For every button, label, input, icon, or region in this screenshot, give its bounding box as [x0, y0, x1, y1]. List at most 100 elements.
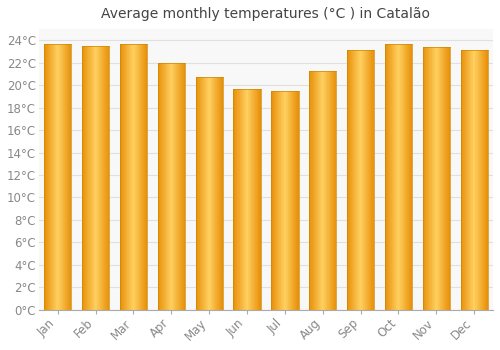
Bar: [442, 47, 443, 310]
Bar: [291, 91, 292, 310]
Bar: [205, 77, 206, 310]
Bar: [101, 46, 102, 310]
Bar: [472, 50, 473, 310]
Bar: [446, 47, 447, 310]
Bar: [293, 91, 294, 310]
Bar: [68, 44, 70, 310]
Bar: [161, 63, 162, 310]
Bar: [158, 63, 159, 310]
Bar: [251, 89, 252, 310]
Bar: [372, 50, 373, 310]
Bar: [289, 91, 290, 310]
Bar: [121, 44, 122, 310]
Title: Average monthly temperatures (°C ) in Catalão: Average monthly temperatures (°C ) in Ca…: [102, 7, 430, 21]
Bar: [206, 77, 207, 310]
Bar: [84, 46, 86, 310]
Bar: [93, 46, 94, 310]
Bar: [208, 77, 209, 310]
Bar: [447, 47, 448, 310]
Bar: [162, 63, 163, 310]
Bar: [351, 50, 352, 310]
Bar: [468, 50, 469, 310]
Bar: [422, 47, 424, 310]
Bar: [53, 44, 54, 310]
Bar: [476, 50, 477, 310]
Bar: [329, 71, 330, 310]
Bar: [400, 44, 401, 310]
Bar: [97, 46, 98, 310]
Bar: [278, 91, 280, 310]
Bar: [253, 89, 254, 310]
Bar: [59, 44, 60, 310]
Bar: [276, 91, 278, 310]
Bar: [406, 44, 408, 310]
Bar: [255, 89, 256, 310]
Bar: [168, 63, 170, 310]
Bar: [201, 77, 202, 310]
Bar: [216, 77, 218, 310]
Bar: [222, 77, 223, 310]
Bar: [247, 89, 248, 310]
Bar: [350, 50, 351, 310]
Bar: [54, 44, 55, 310]
Bar: [309, 71, 310, 310]
Bar: [96, 46, 97, 310]
Bar: [392, 44, 393, 310]
Bar: [88, 46, 89, 310]
Bar: [63, 44, 64, 310]
Bar: [245, 89, 246, 310]
Bar: [477, 50, 478, 310]
Bar: [403, 44, 404, 310]
Bar: [481, 50, 482, 310]
Bar: [56, 44, 57, 310]
Bar: [82, 46, 84, 310]
Bar: [197, 77, 198, 310]
Bar: [159, 63, 160, 310]
Bar: [137, 44, 138, 310]
Bar: [174, 63, 176, 310]
Bar: [58, 44, 59, 310]
Bar: [404, 44, 405, 310]
Bar: [466, 50, 468, 310]
Bar: [202, 77, 203, 310]
Bar: [288, 91, 289, 310]
Bar: [312, 71, 313, 310]
Bar: [135, 44, 136, 310]
Bar: [240, 89, 241, 310]
Bar: [486, 50, 487, 310]
Bar: [62, 44, 63, 310]
Bar: [170, 63, 172, 310]
Bar: [55, 44, 56, 310]
Bar: [292, 91, 293, 310]
Bar: [485, 50, 486, 310]
Bar: [64, 44, 66, 310]
Bar: [431, 47, 432, 310]
Bar: [210, 77, 211, 310]
Bar: [387, 44, 388, 310]
Bar: [461, 50, 462, 310]
Bar: [246, 89, 247, 310]
Bar: [90, 46, 91, 310]
Bar: [48, 44, 49, 310]
Bar: [386, 44, 387, 310]
Bar: [352, 50, 353, 310]
Bar: [132, 44, 133, 310]
Bar: [94, 46, 95, 310]
Bar: [248, 89, 249, 310]
Bar: [335, 71, 336, 310]
Bar: [318, 71, 320, 310]
Bar: [349, 50, 350, 310]
Bar: [347, 50, 348, 310]
Bar: [391, 44, 392, 310]
Bar: [385, 44, 386, 310]
Bar: [368, 50, 369, 310]
Bar: [435, 47, 436, 310]
Bar: [249, 89, 250, 310]
Bar: [322, 71, 324, 310]
Bar: [50, 44, 51, 310]
Bar: [172, 63, 174, 310]
Bar: [51, 44, 52, 310]
Bar: [89, 46, 90, 310]
Bar: [179, 63, 180, 310]
Bar: [393, 44, 394, 310]
